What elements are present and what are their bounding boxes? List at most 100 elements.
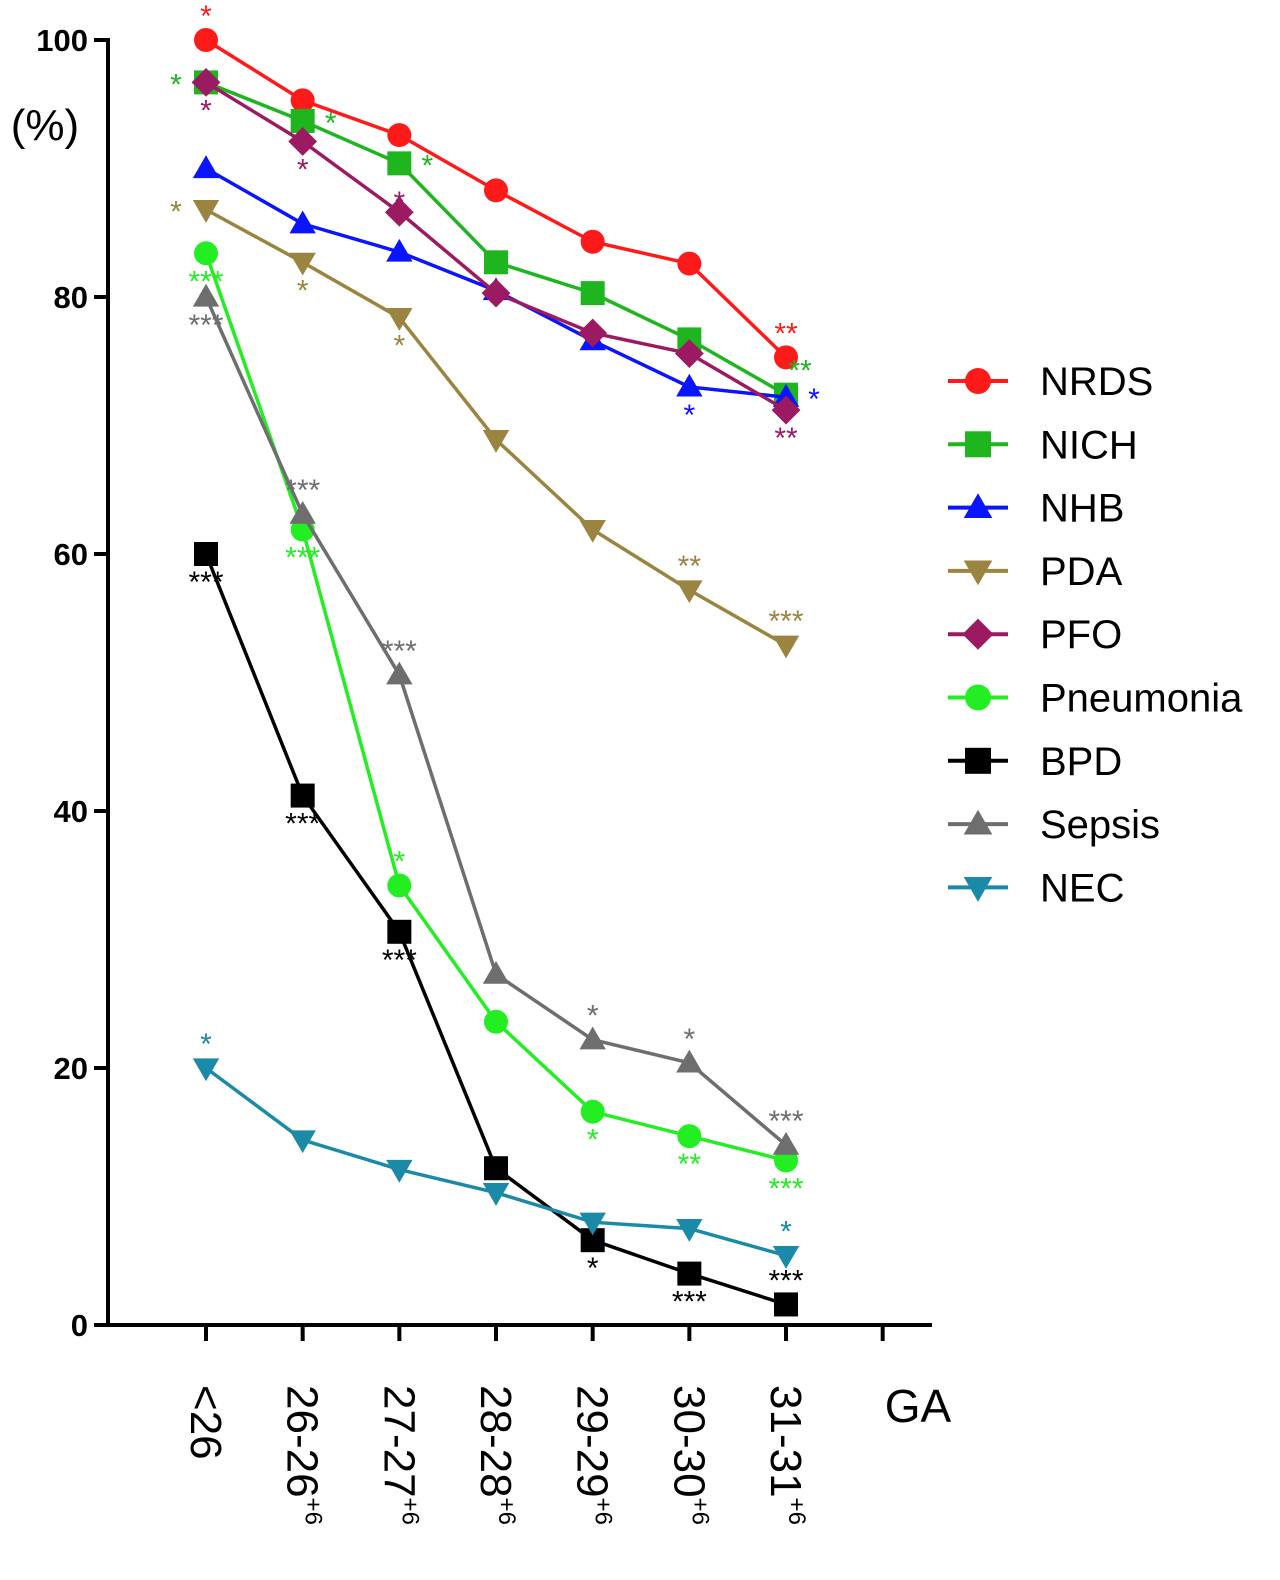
data-point <box>192 1058 220 1082</box>
data-point <box>676 1049 703 1073</box>
data-point <box>579 1026 606 1050</box>
data-point <box>580 1099 605 1124</box>
data-point <box>387 919 412 944</box>
data-point <box>772 635 800 659</box>
legend-marker <box>963 877 993 902</box>
data-point <box>194 28 218 52</box>
legend: NRDS NICH NHB PDA PFO Pneumonia BPD Sepsis NEC <box>948 360 1243 910</box>
y-tick-label: 20 <box>54 1051 88 1086</box>
series-nrds <box>194 28 799 370</box>
data-point <box>677 251 702 276</box>
legend-item-pneumonia: Pneumonia <box>948 677 1243 721</box>
series-pda <box>192 200 800 659</box>
data-point <box>384 197 414 227</box>
y-tick-label: 40 <box>54 794 88 829</box>
y-tick-label: 80 <box>54 280 88 315</box>
data-point <box>387 873 412 898</box>
data-point <box>772 1131 800 1155</box>
legend-marker <box>963 493 993 518</box>
legend-item-sepsis: Sepsis <box>948 803 1160 847</box>
data-point <box>578 318 608 348</box>
data-point <box>481 278 511 308</box>
data-point <box>772 384 800 407</box>
significance-annotation: *** <box>769 1264 804 1297</box>
significance-annotation: * <box>200 1028 212 1061</box>
x-tick-label: 26-26+6 <box>278 1385 327 1525</box>
legend-label: PDA <box>1040 550 1123 594</box>
significance-annotation: * <box>587 1000 599 1033</box>
data-point <box>674 339 704 368</box>
x-tick-label-text: 26-26+6 <box>278 1385 327 1525</box>
legend-item-nhb: NHB <box>948 487 1124 531</box>
legend-item-pfo: PFO <box>948 613 1122 657</box>
significance-annotation: *** <box>769 1173 804 1206</box>
significance-annotation: * <box>325 107 337 140</box>
significance-annotation: ** <box>678 1148 702 1181</box>
x-tick-label-sup: +6 <box>300 1498 327 1525</box>
significance-annotation: ** <box>774 317 798 350</box>
legend-label: NEC <box>1040 866 1124 910</box>
significance-annotation: *** <box>188 265 223 298</box>
significance-annotation: ** <box>678 550 702 583</box>
legend-label: NICH <box>1040 423 1138 467</box>
legend-label: NHB <box>1040 487 1124 531</box>
x-tick-label-sup: +6 <box>590 1498 617 1525</box>
data-point <box>290 783 315 808</box>
data-point <box>290 88 315 113</box>
data-point <box>386 238 413 262</box>
data-point <box>580 281 605 306</box>
legend-marker <box>965 368 991 394</box>
x-tick-label: <26 <box>181 1385 230 1460</box>
series-pneumonia <box>194 241 799 1173</box>
data-point <box>484 250 509 275</box>
significance-annotation: * <box>297 154 309 187</box>
significance-annotation: ** <box>788 355 812 388</box>
legend-label: BPD <box>1040 740 1122 784</box>
x-tick-label-text: <26 <box>181 1385 230 1460</box>
legend-item-pda: PDA <box>948 550 1123 594</box>
significance-annotation: * <box>200 94 212 127</box>
legend-item-nrds: NRDS <box>948 360 1153 404</box>
data-point <box>771 395 801 425</box>
data-point <box>484 1009 509 1034</box>
significance-annotation: * <box>393 186 405 219</box>
series-nec <box>192 1058 800 1269</box>
data-point <box>289 210 316 234</box>
data-point <box>288 127 318 156</box>
legend-label: PFO <box>1040 613 1122 657</box>
data-point <box>482 960 510 984</box>
x-tick-label-text: 27-27+6 <box>374 1385 423 1525</box>
data-point <box>482 1183 510 1206</box>
significance-annotation: *** <box>769 1105 804 1138</box>
significance-annotation: * <box>200 0 212 33</box>
significance-annotation: *** <box>285 808 320 841</box>
data-point <box>484 1156 509 1181</box>
data-point <box>289 1130 316 1154</box>
x-tick-label-text: 31-31+6 <box>761 1385 810 1525</box>
x-tick-label: 31-31+6 <box>761 1385 810 1525</box>
legend-marker <box>962 618 994 650</box>
x-tick-label-sup: +6 <box>686 1498 713 1525</box>
data-point <box>386 1159 413 1183</box>
y-tick-label: 60 <box>54 537 88 572</box>
significance-annotation: * <box>587 1252 599 1285</box>
significance-annotation: * <box>421 149 433 182</box>
series-layer <box>191 28 801 1317</box>
data-point <box>484 178 509 203</box>
significance-annotation: ** <box>774 422 798 455</box>
x-axis-label: GA <box>885 1380 952 1432</box>
x-tick-label-text: 30-30+6 <box>664 1385 713 1525</box>
x-tick-label-sup: +6 <box>783 1498 810 1525</box>
legend-marker <box>963 809 993 835</box>
data-point <box>289 252 316 276</box>
significance-annotation: * <box>170 196 182 229</box>
legend-label: NRDS <box>1040 360 1153 404</box>
legend-label: Pneumonia <box>1040 677 1243 721</box>
data-point <box>194 241 218 266</box>
x-tick-label: 28-28+6 <box>471 1385 520 1525</box>
significance-annotation: * <box>393 330 405 363</box>
y-axis-label: (%) <box>11 101 79 150</box>
x-tick-label-text: 28-28+6 <box>471 1385 520 1525</box>
legend-item-bpd: BPD <box>948 740 1122 784</box>
